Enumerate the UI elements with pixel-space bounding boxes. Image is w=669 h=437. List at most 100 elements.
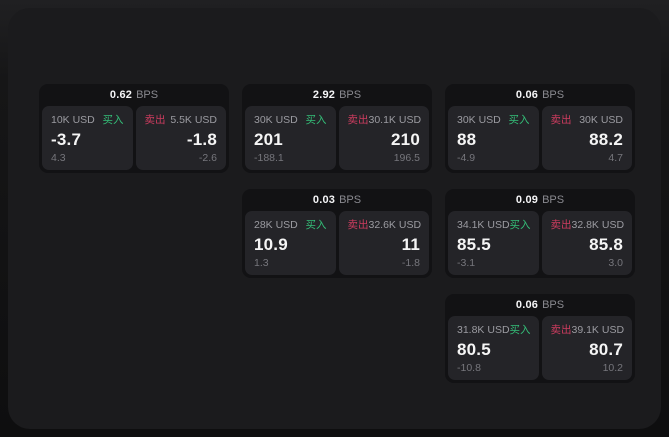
quotes-grid: 0.62 BPS 10K USD 买入 -3.7 4.3 卖出 5.5K USD…	[39, 84, 635, 383]
sell-panel-top: 卖出 5.5K USD	[145, 112, 218, 127]
buy-side-label: 买入	[305, 114, 327, 126]
card-header: 0.06 BPS	[445, 84, 635, 106]
buy-side-label: 买入	[305, 219, 327, 231]
card-body: 30K USD 买入 201 -188.1 卖出 30.1K USD 210 1…	[245, 106, 429, 170]
card-header: 0.09 BPS	[445, 189, 635, 211]
sell-size-label: 39.1K USD	[571, 323, 625, 336]
quote-card: 0.62 BPS 10K USD 买入 -3.7 4.3 卖出 5.5K USD…	[39, 84, 229, 173]
buy-panel[interactable]: 34.1K USD 买入 85.5 -3.1	[448, 211, 539, 275]
buy-main-value: 88	[457, 130, 477, 149]
sell-sub-value: 10.2	[602, 362, 623, 374]
bps-unit-label: BPS	[542, 89, 565, 101]
sell-panel[interactable]: 卖出 30.1K USD 210 196.5	[338, 106, 429, 170]
buy-side-label: 买入	[508, 114, 530, 126]
sell-panel-top: 卖出 39.1K USD	[550, 322, 625, 337]
quote-card: 0.03 BPS 28K USD 买入 10.9 1.3 卖出 32.6K US…	[242, 189, 432, 278]
sell-size-label: 30.1K USD	[368, 113, 422, 126]
sell-side-label: 卖出	[550, 324, 572, 336]
buy-size-label: 31.8K USD	[457, 323, 510, 336]
quote-card: 0.09 BPS 34.1K USD 买入 85.5 -3.1 卖出 32.8K…	[445, 189, 635, 278]
sell-panel[interactable]: 卖出 39.1K USD 80.7 10.2	[541, 316, 632, 380]
buy-size-label: 28K USD	[254, 218, 298, 231]
sell-size-label: 32.8K USD	[571, 218, 625, 231]
bps-value: 0.03	[312, 194, 336, 206]
card-body: 31.8K USD 买入 80.5 -10.8 卖出 39.1K USD 80.…	[448, 316, 632, 380]
buy-size-label: 10K USD	[51, 113, 95, 126]
card-body: 28K USD 买入 10.9 1.3 卖出 32.6K USD 11 -1.8	[245, 211, 429, 275]
sell-panel[interactable]: 卖出 32.8K USD 85.8 3.0	[541, 211, 632, 275]
sell-side-label: 卖出	[144, 114, 166, 126]
sell-sub-value: 4.7	[608, 152, 623, 164]
sell-side-label: 卖出	[347, 114, 369, 126]
bps-unit-label: BPS	[136, 89, 159, 101]
buy-panel[interactable]: 10K USD 买入 -3.7 4.3	[42, 106, 133, 170]
buy-main-value: 80.5	[457, 340, 491, 359]
buy-panel-top: 31.8K USD 买入	[457, 322, 531, 337]
sell-sub-value: 3.0	[608, 257, 623, 269]
card-body: 34.1K USD 买入 85.5 -3.1 卖出 32.8K USD 85.8…	[448, 211, 632, 275]
buy-panel[interactable]: 31.8K USD 买入 80.5 -10.8	[448, 316, 539, 380]
bps-unit-label: BPS	[339, 194, 362, 206]
buy-panel[interactable]: 30K USD 买入 88 -4.9	[448, 106, 539, 170]
sell-panel[interactable]: 卖出 32.6K USD 11 -1.8	[338, 211, 429, 275]
sell-panel-top: 卖出 30.1K USD	[347, 112, 422, 127]
buy-side-label: 买入	[509, 219, 531, 231]
buy-panel-top: 28K USD 买入	[254, 217, 327, 232]
buy-main-value: 10.9	[254, 235, 288, 254]
sell-panel-top: 卖出 32.6K USD	[347, 217, 422, 232]
app-window: 0.62 BPS 10K USD 买入 -3.7 4.3 卖出 5.5K USD…	[8, 8, 661, 429]
buy-panel[interactable]: 30K USD 买入 201 -188.1	[245, 106, 336, 170]
buy-sub-value: -4.9	[457, 152, 476, 164]
card-header: 0.62 BPS	[39, 84, 229, 106]
sell-main-value: 88.2	[589, 130, 623, 149]
bps-value: 0.09	[515, 194, 539, 206]
sell-side-label: 卖出	[347, 219, 369, 231]
buy-main-value: -3.7	[51, 130, 82, 149]
quote-card: 0.06 BPS 30K USD 买入 88 -4.9 卖出 30K USD 8…	[445, 84, 635, 173]
buy-side-label: 买入	[102, 114, 124, 126]
sell-panel[interactable]: 卖出 5.5K USD -1.8 -2.6	[135, 106, 226, 170]
quote-card: 0.06 BPS 31.8K USD 买入 80.5 -10.8 卖出 39.1…	[445, 294, 635, 383]
buy-main-value: 85.5	[457, 235, 491, 254]
bps-unit-label: BPS	[542, 299, 565, 311]
sell-main-value: 11	[401, 235, 420, 254]
buy-main-value: 201	[254, 130, 283, 149]
sell-size-label: 32.6K USD	[368, 218, 422, 231]
bps-unit-label: BPS	[542, 194, 565, 206]
bps-value: 0.06	[515, 89, 539, 101]
sell-panel-top: 卖出 30K USD	[551, 112, 624, 127]
buy-panel-top: 10K USD 买入	[51, 112, 124, 127]
card-header: 0.06 BPS	[445, 294, 635, 316]
buy-sub-value: -10.8	[457, 362, 481, 374]
buy-sub-value: 4.3	[51, 152, 66, 164]
bps-value: 0.62	[109, 89, 133, 101]
sell-sub-value: -1.8	[401, 257, 420, 269]
sell-main-value: 80.7	[589, 340, 623, 359]
card-body: 10K USD 买入 -3.7 4.3 卖出 5.5K USD -1.8 -2.…	[42, 106, 226, 170]
sell-side-label: 卖出	[550, 219, 572, 231]
bps-unit-label: BPS	[339, 89, 362, 101]
sell-sub-value: -2.6	[198, 152, 217, 164]
buy-sub-value: -3.1	[457, 257, 476, 269]
sell-size-label: 5.5K USD	[170, 113, 217, 126]
buy-size-label: 34.1K USD	[457, 218, 510, 231]
buy-panel-top: 30K USD 买入	[254, 112, 327, 127]
sell-panel[interactable]: 卖出 30K USD 88.2 4.7	[541, 106, 632, 170]
buy-panel-top: 34.1K USD 买入	[457, 217, 531, 232]
buy-side-label: 买入	[509, 324, 531, 336]
card-header: 0.03 BPS	[242, 189, 432, 211]
sell-size-label: 30K USD	[579, 113, 623, 126]
sell-main-value: 85.8	[589, 235, 623, 254]
buy-size-label: 30K USD	[457, 113, 501, 126]
quote-card: 2.92 BPS 30K USD 买入 201 -188.1 卖出 30.1K …	[242, 84, 432, 173]
bps-value: 2.92	[312, 89, 336, 101]
sell-sub-value: 196.5	[393, 152, 420, 164]
buy-sub-value: 1.3	[254, 257, 269, 269]
card-header: 2.92 BPS	[242, 84, 432, 106]
buy-sub-value: -188.1	[254, 152, 284, 164]
bps-value: 0.06	[515, 299, 539, 311]
buy-size-label: 30K USD	[254, 113, 298, 126]
buy-panel-top: 30K USD 买入	[457, 112, 530, 127]
buy-panel[interactable]: 28K USD 买入 10.9 1.3	[245, 211, 336, 275]
sell-side-label: 卖出	[550, 114, 572, 126]
